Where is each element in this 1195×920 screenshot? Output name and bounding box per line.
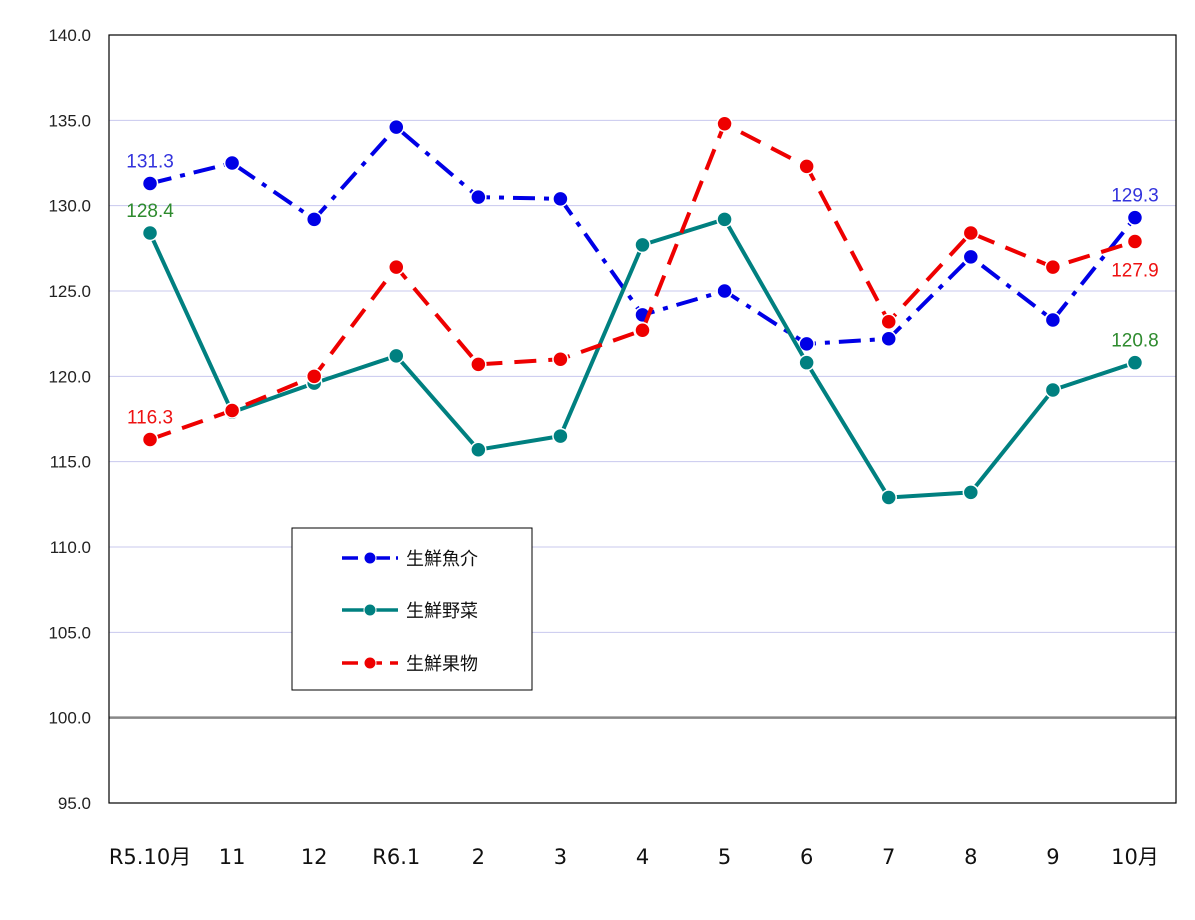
series-生鮮魚介 — [141, 118, 1144, 353]
series-group — [141, 115, 1144, 506]
data-label: 131.3 — [126, 151, 174, 172]
data-point — [470, 356, 487, 373]
data-point — [141, 224, 159, 242]
y-tick-label: 105.0 — [48, 623, 91, 642]
data-point — [880, 313, 897, 330]
data-label: 129.3 — [1111, 186, 1159, 207]
y-tick-label: 95.0 — [58, 794, 91, 813]
data-point — [305, 211, 323, 228]
plot-area-frame — [108, 34, 1177, 804]
data-point — [1126, 354, 1144, 371]
data-point — [552, 427, 569, 445]
data-point — [634, 236, 651, 254]
x-tick-label: R6.1 — [372, 845, 420, 869]
data-label: 127.9 — [1111, 261, 1159, 282]
x-tick-label: 5 — [718, 845, 731, 869]
legend-marker — [363, 551, 377, 565]
legend-marker — [363, 603, 377, 617]
data-point — [798, 354, 815, 371]
data-point — [1044, 311, 1062, 329]
data-point — [388, 258, 405, 276]
data-point — [880, 330, 897, 348]
data-point — [1126, 209, 1144, 226]
y-tick-label: 120.0 — [48, 367, 91, 386]
x-tick-label: R5.10月 — [109, 845, 191, 869]
x-tick-label: 8 — [964, 845, 977, 869]
data-point — [962, 248, 980, 266]
x-tick-label: 6 — [800, 845, 813, 869]
legend-label: 生鮮魚介 — [406, 549, 478, 570]
data-label: 116.3 — [127, 407, 173, 428]
data-point — [798, 158, 815, 175]
x-tick-label: 3 — [554, 845, 567, 869]
data-point — [305, 368, 323, 385]
x-tick-label: 11 — [219, 845, 246, 869]
y-axis-ticks: 95.0 100.0 105.0 110.0 115.0 120.0 125.0 130.0 1… — [48, 26, 91, 813]
legend-marker — [363, 656, 377, 670]
data-point — [141, 175, 159, 192]
legend-label: 生鮮果物 — [406, 654, 478, 675]
data-label: 128.4 — [126, 201, 174, 222]
data-point — [552, 351, 569, 368]
x-tick-label: 10月 — [1111, 845, 1159, 869]
x-tick-label: 2 — [472, 845, 485, 869]
data-point — [962, 484, 980, 501]
data-point — [1044, 381, 1062, 399]
legend-item: 生鮮野菜 — [342, 601, 478, 622]
y-tick-label: 110.0 — [50, 538, 91, 557]
legend-item: 生鮮果物 — [342, 654, 478, 675]
series-生鮮果物 — [141, 115, 1144, 448]
y-tick-label: 115.0 — [50, 453, 91, 472]
series-生鮮野菜 — [141, 211, 1144, 506]
data-point — [470, 441, 487, 458]
data-point — [634, 322, 651, 339]
data-point — [716, 115, 733, 132]
data-point — [552, 190, 569, 208]
y-tick-label: 100.0 — [48, 709, 91, 728]
data-label: 120.8 — [1111, 331, 1159, 352]
data-point — [716, 282, 733, 300]
x-axis-ticks: R5.10月 11 12 R6.1 2 3 4 5 6 7 8 9 10月 — [109, 845, 1159, 869]
legend-item: 生鮮魚介 — [342, 549, 478, 570]
series-line — [149, 121, 1136, 442]
x-tick-label: 7 — [882, 845, 895, 869]
y-tick-label: 125.0 — [48, 282, 91, 301]
data-point — [388, 118, 405, 136]
grid-lines — [109, 119, 1176, 719]
y-tick-label: 140.0 — [48, 26, 91, 45]
legend-box — [291, 527, 533, 691]
data-point — [798, 335, 815, 353]
data-point — [1044, 258, 1062, 276]
y-tick-label: 130.0 — [48, 197, 91, 216]
x-tick-label: 9 — [1046, 845, 1059, 869]
series-line — [148, 217, 1136, 500]
data-point — [141, 431, 159, 448]
data-point — [223, 402, 241, 419]
data-point — [880, 489, 897, 506]
data-point — [716, 211, 733, 228]
data-point — [223, 154, 241, 172]
data-point — [1126, 233, 1144, 250]
y-tick-label: 135.0 — [48, 111, 91, 130]
legend-label: 生鮮野菜 — [406, 601, 478, 622]
data-point — [388, 347, 405, 365]
x-tick-label: 12 — [301, 845, 328, 869]
data-labels: 131.3 129.3 128.4 120.8 116.3 127.9 — [126, 151, 1158, 428]
data-point — [470, 188, 487, 206]
data-point — [962, 224, 980, 242]
x-tick-label: 4 — [636, 845, 649, 869]
